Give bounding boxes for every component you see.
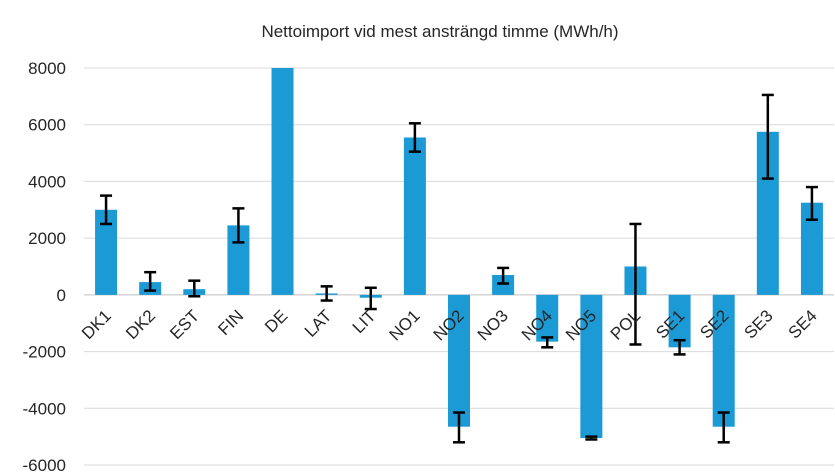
x-tick-label: DK2 xyxy=(122,306,159,343)
error-bar xyxy=(717,411,730,444)
bar xyxy=(95,209,118,295)
x-tick-label: FIN xyxy=(214,306,247,339)
x-tick-label: POL xyxy=(607,306,644,343)
error-bar xyxy=(497,266,510,285)
bar xyxy=(448,294,470,427)
x-tick-label: SE3 xyxy=(740,306,776,342)
error-bar xyxy=(188,279,201,298)
bar xyxy=(536,294,559,342)
x-tick-label: DK1 xyxy=(78,306,115,343)
y-tick-label: -6000 xyxy=(23,456,66,475)
x-tick-label: NO1 xyxy=(386,306,424,344)
y-tick-label: 6000 xyxy=(28,116,66,135)
error-bar xyxy=(629,222,642,346)
y-tick-label: 4000 xyxy=(28,172,66,191)
x-tick-label: LAT xyxy=(301,306,336,341)
bar xyxy=(492,275,515,295)
bar xyxy=(756,131,779,295)
x-tick-label: DE xyxy=(261,306,291,336)
error-bar xyxy=(673,338,686,356)
chart-title: Nettoimport vid mest ansträngd timme (MW… xyxy=(261,22,618,41)
error-bar xyxy=(541,336,554,349)
error-bar xyxy=(453,411,465,444)
error-bar xyxy=(585,435,598,441)
y-tick-label: -4000 xyxy=(23,399,66,418)
bar xyxy=(800,202,823,295)
x-tick-label: SE4 xyxy=(785,306,821,342)
y-tick-label: 0 xyxy=(57,286,66,305)
error-bar xyxy=(364,286,377,311)
x-tick-label: NO3 xyxy=(474,306,512,344)
y-tick-label: 8000 xyxy=(28,59,66,78)
error-bar xyxy=(232,207,245,244)
error-bar xyxy=(408,122,421,153)
y-tick-label: 2000 xyxy=(28,229,66,248)
bar xyxy=(712,294,735,427)
bar xyxy=(668,294,691,348)
x-tick-label: EST xyxy=(166,306,203,343)
error-bar xyxy=(100,194,113,226)
error-bar xyxy=(320,285,333,302)
error-bar xyxy=(144,270,157,292)
bar xyxy=(403,137,426,295)
error-bar xyxy=(761,93,774,180)
error-bar xyxy=(805,185,818,221)
x-tick-label: LIT xyxy=(349,306,380,337)
error-bars xyxy=(100,93,818,444)
y-axis-ticks: 8000 6000 4000 2000 0 -2000 -4000 -6000 xyxy=(23,59,66,475)
bar xyxy=(580,294,603,439)
y-tick-label: -2000 xyxy=(23,343,66,362)
bars xyxy=(95,68,823,439)
bar xyxy=(271,68,294,295)
